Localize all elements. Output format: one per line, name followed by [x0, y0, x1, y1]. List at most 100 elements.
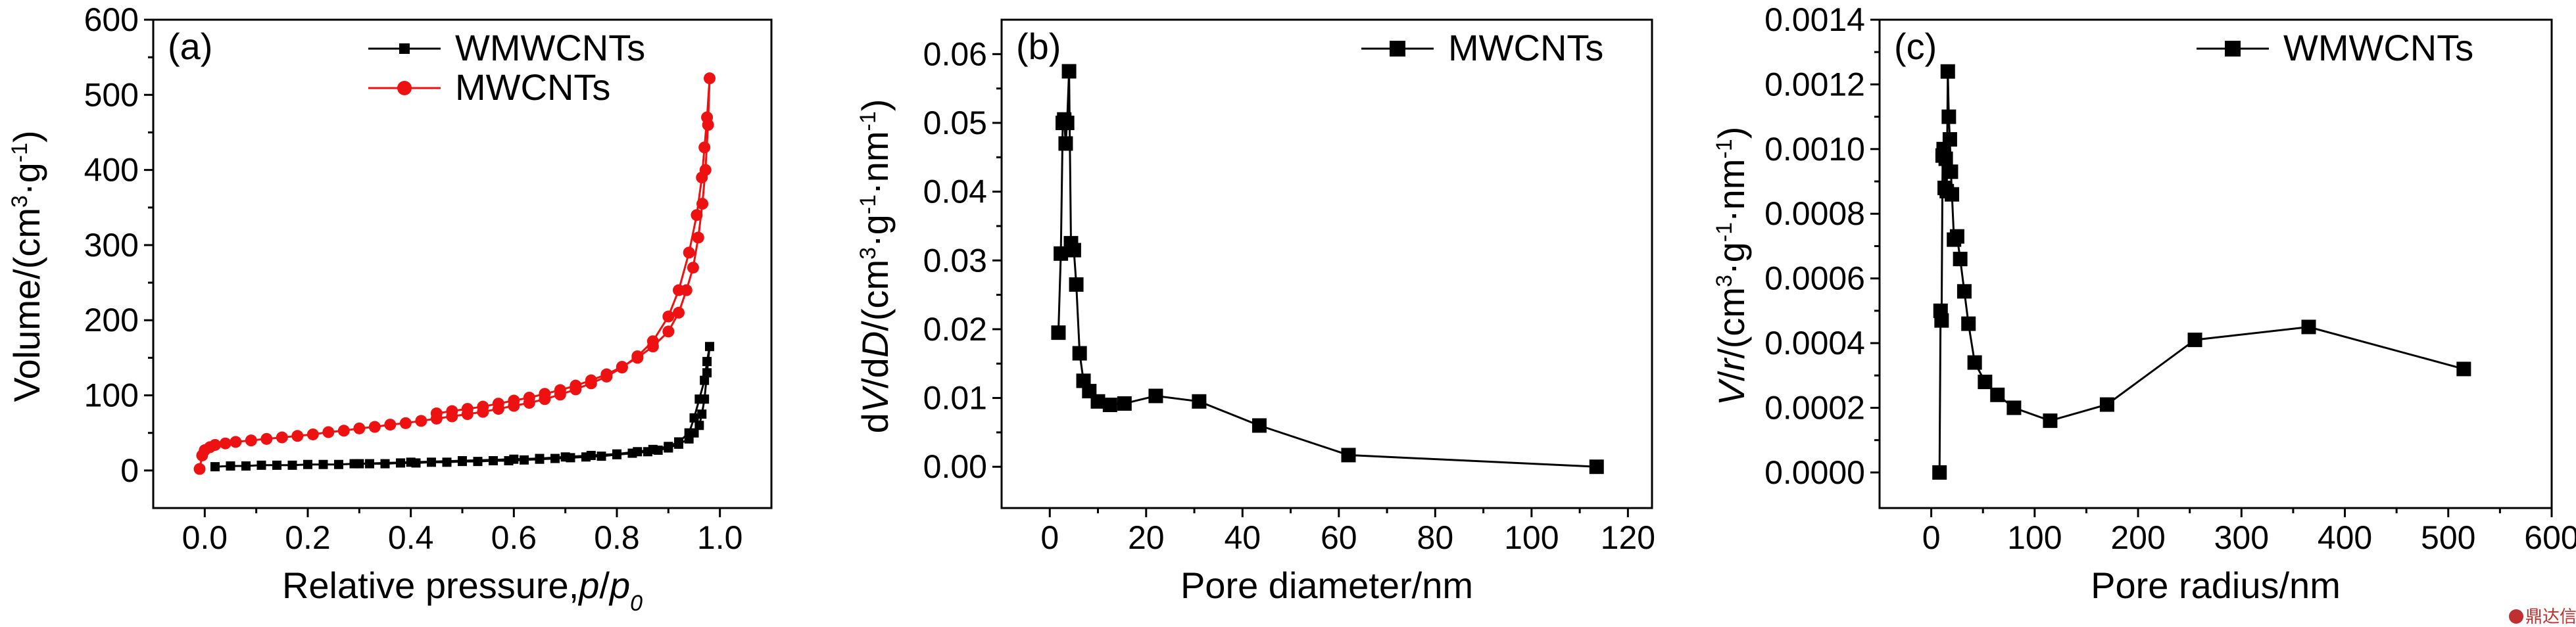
y-tick-label: 0.06 — [923, 35, 987, 72]
data-point — [226, 461, 235, 471]
y-tick-label: 200 — [84, 302, 139, 338]
data-point — [446, 405, 458, 417]
data-point — [689, 413, 699, 423]
data-point — [596, 452, 606, 461]
y-tick-label: 100 — [84, 377, 139, 414]
axis-label-part: d — [854, 413, 896, 433]
data-point — [612, 449, 621, 459]
series-line — [1057, 71, 1597, 468]
plot-frame — [1000, 18, 1653, 509]
axis-label-part: p — [608, 565, 630, 606]
data-point — [646, 340, 659, 353]
data-point — [694, 394, 704, 404]
data-point — [492, 398, 504, 410]
data-point — [1061, 64, 1077, 79]
x-tick-label: 0 — [1922, 519, 1941, 556]
x-tick-label: 0 — [1040, 519, 1059, 556]
data-point — [586, 450, 596, 460]
data-point — [1341, 448, 1356, 463]
data-point — [1072, 346, 1087, 361]
data-point — [322, 426, 335, 438]
data-point — [535, 453, 545, 463]
x-axis-label: Relative pressure,p/p0 — [282, 565, 643, 616]
x-tick-label: 0.0 — [182, 519, 228, 556]
data-point — [406, 457, 416, 467]
data-point — [1589, 459, 1604, 475]
y-tick-label: 0.0000 — [1764, 454, 1865, 491]
data-point — [1192, 394, 1207, 409]
y-tick-label: 500 — [84, 76, 139, 113]
data-point — [384, 419, 397, 431]
x-tick-label: 40 — [1224, 519, 1261, 556]
data-point — [1940, 64, 1955, 79]
x-tick-label: 500 — [2421, 519, 2475, 556]
legend-marker — [397, 81, 412, 95]
y-tick-label: 0.05 — [923, 104, 987, 141]
axis-label-part: 3 — [1712, 275, 1737, 287]
axis-label-part: r — [1711, 357, 1752, 371]
x-tick-label: 80 — [1417, 519, 1454, 556]
legend-marker — [2225, 41, 2241, 57]
axis-label-part: -1 — [856, 111, 881, 131]
data-point — [704, 72, 716, 85]
data-point — [696, 198, 709, 210]
data-point — [210, 462, 220, 472]
data-point — [705, 342, 714, 352]
y-tick-label: 0 — [120, 452, 139, 489]
data-point — [473, 457, 483, 467]
data-point — [209, 438, 221, 451]
data-point — [683, 246, 695, 259]
x-axis-label: Pore diameter/nm — [1180, 565, 1473, 606]
data-point — [570, 379, 582, 392]
axis-label-part: 3 — [856, 247, 881, 260]
data-point — [1932, 465, 1947, 480]
data-point — [1961, 316, 1976, 331]
data-point — [1069, 277, 1084, 292]
y-tick-label: 600 — [84, 1, 139, 38]
data-point — [2301, 319, 2316, 335]
data-point — [427, 457, 436, 467]
axis-label-part: Pore radius/nm — [2091, 565, 2341, 606]
data-point — [1943, 164, 1958, 179]
y-tick-label: 0.0002 — [1764, 389, 1865, 426]
legend-label: MWCNTs — [455, 66, 610, 108]
data-point — [1090, 394, 1106, 409]
axis-label-part: ) — [854, 99, 896, 112]
data-point — [272, 460, 281, 470]
data-point — [1949, 229, 1964, 244]
data-point — [353, 422, 366, 434]
x-tick-label: 600 — [2524, 519, 2576, 556]
axis-label-part: / — [599, 565, 610, 606]
data-point — [509, 454, 519, 464]
data-point — [600, 368, 613, 381]
data-point — [458, 455, 467, 465]
chart-panel-b: (b) 0 20 40 60 80 100 120 0.00 0.01 0.02 0.03 0.04 0… — [854, 18, 1655, 606]
legend-label: WMWCNTs — [2283, 27, 2473, 68]
axis-label-part: ) — [6, 130, 47, 143]
axis-label-part: -1 — [7, 143, 32, 162]
data-point — [1066, 243, 1081, 258]
axis-label-part: /(cm — [1711, 287, 1752, 359]
axis-label-part: ·nm — [1711, 159, 1752, 222]
data-point — [306, 428, 319, 440]
legend-marker — [1390, 41, 1405, 57]
x-tick-label: 100 — [1504, 519, 1559, 556]
plot-frame — [1878, 18, 2553, 509]
watermark: 鼎达信 — [2525, 607, 2576, 626]
data-point — [1945, 187, 1960, 202]
data-point — [396, 458, 405, 468]
data-point — [256, 460, 266, 470]
y-tick-label: 0.00 — [923, 448, 987, 485]
axis-label-part: 0 — [630, 591, 643, 616]
data-point — [1978, 375, 1993, 390]
data-point — [674, 437, 683, 447]
data-point — [334, 459, 343, 469]
data-point — [673, 306, 685, 319]
x-tick-label: 0.8 — [594, 519, 640, 556]
axis-label-part: p — [577, 565, 599, 606]
data-point — [687, 262, 699, 274]
data-point — [692, 231, 704, 244]
axis-label-part: -1 — [1712, 222, 1737, 242]
data-point — [694, 421, 704, 430]
